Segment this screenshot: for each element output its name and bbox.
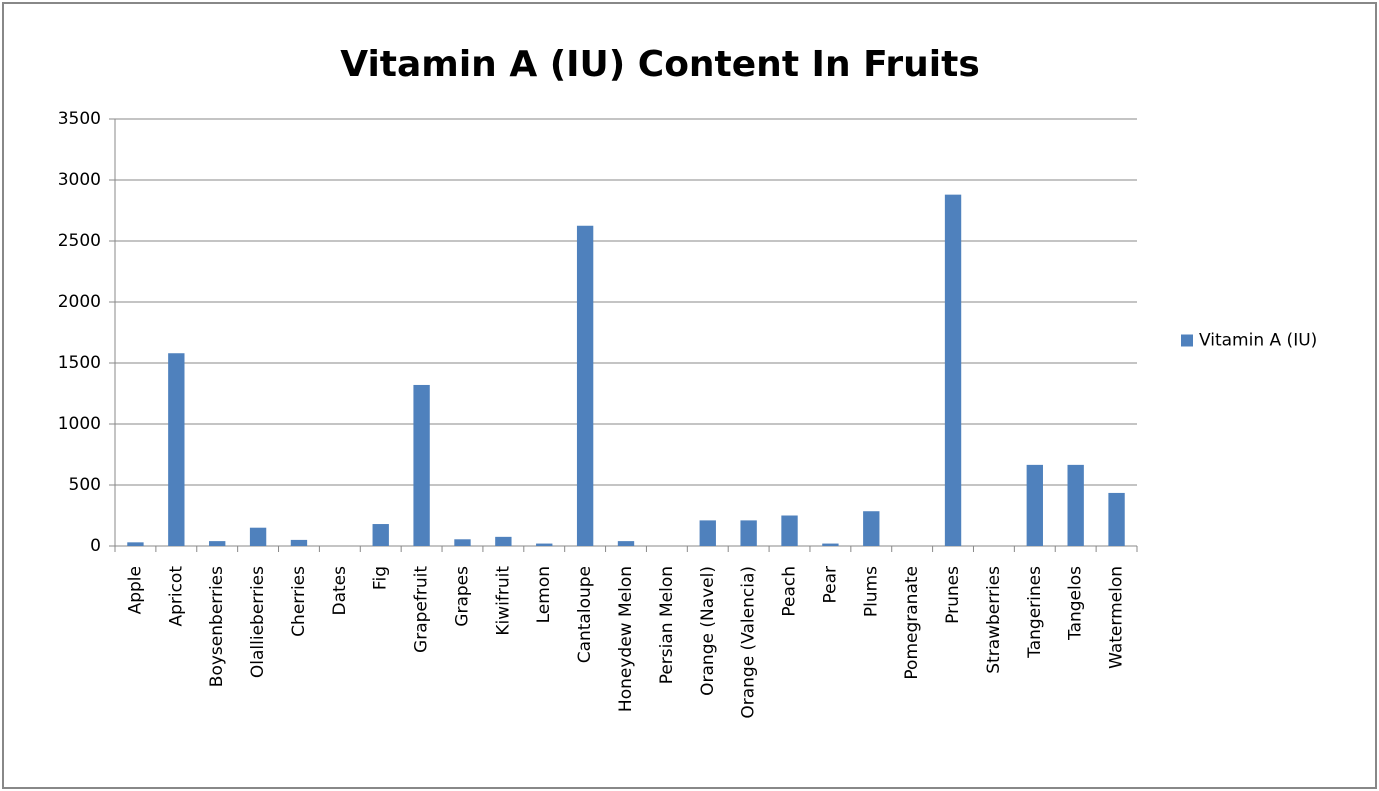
y-tick-label: 1000 xyxy=(58,414,101,434)
x-tick-label: Persian Melon xyxy=(657,566,677,684)
x-tick-label: Watermelon xyxy=(1107,566,1127,669)
x-tick-label: Grapes xyxy=(452,566,472,627)
bar xyxy=(740,520,757,546)
bar xyxy=(944,194,962,546)
bar xyxy=(781,515,798,546)
bar xyxy=(209,541,226,546)
y-tick-label: 500 xyxy=(69,475,101,495)
x-tick-label: Boysenberries xyxy=(207,566,227,687)
y-tick-label: 2500 xyxy=(58,231,101,251)
bar xyxy=(168,353,185,546)
bar xyxy=(413,384,430,546)
x-tick-label: Tangerines xyxy=(1025,566,1045,659)
x-tick-label: Cherries xyxy=(289,566,309,637)
x-tick-label: Plums xyxy=(861,566,881,617)
x-tick-label: Olallieberries xyxy=(248,566,268,678)
x-tick-label: Prunes xyxy=(943,566,963,624)
x-tick-label: Kiwifruit xyxy=(493,566,513,636)
x-tick-label: Orange (Valencia) xyxy=(739,566,759,719)
y-tick-label: 2000 xyxy=(58,292,101,312)
x-tick-label: Cantaloupe xyxy=(575,566,595,663)
x-tick-label: Grapefruit xyxy=(412,566,432,653)
bar xyxy=(536,543,553,546)
y-tick-label: 0 xyxy=(90,536,101,556)
y-tick-label: 3500 xyxy=(58,109,101,129)
bar xyxy=(863,511,880,546)
bar xyxy=(454,539,471,546)
x-tick-label: Dates xyxy=(330,566,350,616)
x-tick-label: Apple xyxy=(125,566,145,614)
x-tick-label: Peach xyxy=(780,566,800,617)
legend-label: Vitamin A (IU) xyxy=(1199,331,1317,351)
x-tick-label: Tangelos xyxy=(1066,566,1086,641)
bar xyxy=(699,520,716,546)
x-tick-label: Apricot xyxy=(166,566,186,627)
x-tick-label: Strawberries xyxy=(984,566,1004,674)
bar xyxy=(372,524,389,546)
x-tick-label: Fig xyxy=(371,566,391,590)
chart-title: Vitamin A (IU) Content In Fruits xyxy=(340,44,980,85)
x-tick-label: Pomegranate xyxy=(902,566,922,680)
bar xyxy=(127,542,144,546)
bar xyxy=(1108,492,1125,546)
bar xyxy=(495,536,512,546)
x-tick-label: Lemon xyxy=(534,566,554,623)
y-tick-label: 3000 xyxy=(58,170,101,190)
bar xyxy=(617,541,635,546)
bar xyxy=(290,539,308,546)
bar xyxy=(1067,464,1084,546)
bar xyxy=(822,543,839,546)
x-tick-label: Orange (Navel) xyxy=(698,566,718,696)
x-tick-label: Honeydew Melon xyxy=(616,566,636,712)
legend-swatch xyxy=(1181,334,1193,347)
bar xyxy=(249,527,267,546)
y-tick-label: 1500 xyxy=(58,353,101,373)
x-tick-label: Pear xyxy=(820,566,840,604)
bar xyxy=(1026,464,1043,546)
bar xyxy=(576,225,594,546)
